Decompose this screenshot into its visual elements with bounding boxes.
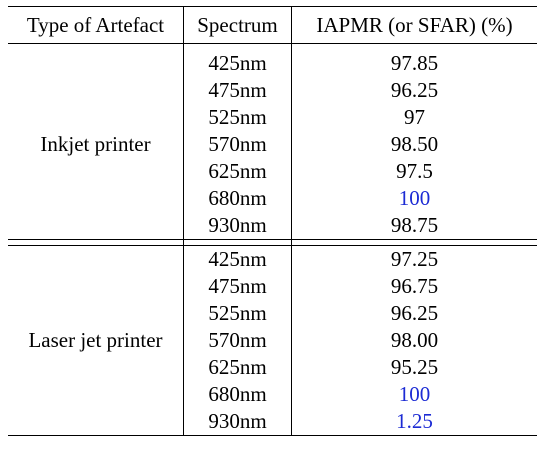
table-row: 625nm 95.25	[8, 354, 537, 381]
spectrum-cell: 570nm	[183, 327, 292, 354]
artefact-type-cell: Inkjet printer	[8, 43, 184, 240]
separator-cell	[8, 239, 184, 246]
header-type-of-artefact: Type of Artefact	[8, 6, 184, 44]
separator-cell	[183, 239, 292, 246]
header-spectrum: Spectrum	[183, 6, 292, 44]
value-cell-highlighted: 100	[398, 382, 431, 406]
value-cell: 96.25	[390, 78, 439, 102]
value-cell: 95.25	[390, 355, 439, 379]
spectrum-cell: 475nm	[183, 273, 292, 300]
value-cell: 96.75	[390, 274, 439, 298]
table-row: 475nm 96.75	[8, 273, 537, 300]
table-row: 680nm 100	[8, 185, 537, 212]
value-cell: 98.75	[390, 213, 439, 237]
double-rule	[8, 239, 537, 246]
table-row: 525nm 97	[8, 104, 537, 131]
spectrum-cell: 525nm	[183, 300, 292, 327]
table-row: 680nm 100	[8, 381, 537, 408]
spectrum-cell: 525nm	[183, 104, 292, 131]
results-table: Type of Artefact Spectrum IAPMR (or SFAR…	[8, 6, 537, 436]
laserjet-group: Laser jet printer 425nm 97.25 475nm 96.7…	[8, 245, 537, 436]
separator-cell	[291, 239, 537, 246]
spectrum-cell: 930nm	[183, 212, 292, 240]
value-cell: 98.50	[390, 132, 439, 156]
spectrum-cell: 625nm	[183, 354, 292, 381]
header-row: Type of Artefact Spectrum IAPMR (or SFAR…	[8, 6, 537, 44]
table-row: 475nm 96.25	[8, 77, 537, 104]
value-cell-highlighted: 100	[398, 186, 431, 210]
spectrum-cell: 680nm	[183, 185, 292, 212]
header-iapmr: IAPMR (or SFAR) (%)	[291, 6, 537, 44]
value-cell: 97.5	[396, 159, 433, 183]
value-cell: 97.85	[390, 51, 439, 75]
spectrum-cell: 425nm	[183, 43, 292, 77]
table-row: Inkjet printer 425nm 97.85	[8, 43, 537, 240]
table-row: 525nm 96.25	[8, 300, 537, 327]
artefact-type-cell: Laser jet printer	[8, 245, 184, 436]
spectrum-cell: 625nm	[183, 158, 292, 185]
value-cell: 97.25	[390, 247, 439, 271]
spectrum-cell: 570nm	[183, 131, 292, 158]
spectrum-cell: 425nm	[183, 245, 292, 273]
spectrum-cell: 475nm	[183, 77, 292, 104]
table-row: 570nm 98.50	[8, 131, 537, 158]
table-row: 930nm 1.25	[8, 408, 537, 436]
spectrum-cell: 930nm	[183, 408, 292, 436]
group-separator	[8, 239, 537, 246]
value-cell-highlighted: 1.25	[291, 408, 537, 436]
value-cell: 98.00	[390, 328, 439, 352]
inkjet-group: Inkjet printer 425nm 97.85 475nm 96.25 5…	[8, 43, 537, 240]
table-row: 930nm 98.75	[8, 212, 537, 240]
table-row: Laser jet printer 425nm 97.25	[8, 245, 537, 436]
table-row: 570nm 98.00	[8, 327, 537, 354]
spectrum-cell: 680nm	[183, 381, 292, 408]
value-cell: 96.25	[390, 301, 439, 325]
value-cell: 97	[404, 105, 425, 129]
table-row: 625nm 97.5	[8, 158, 537, 185]
